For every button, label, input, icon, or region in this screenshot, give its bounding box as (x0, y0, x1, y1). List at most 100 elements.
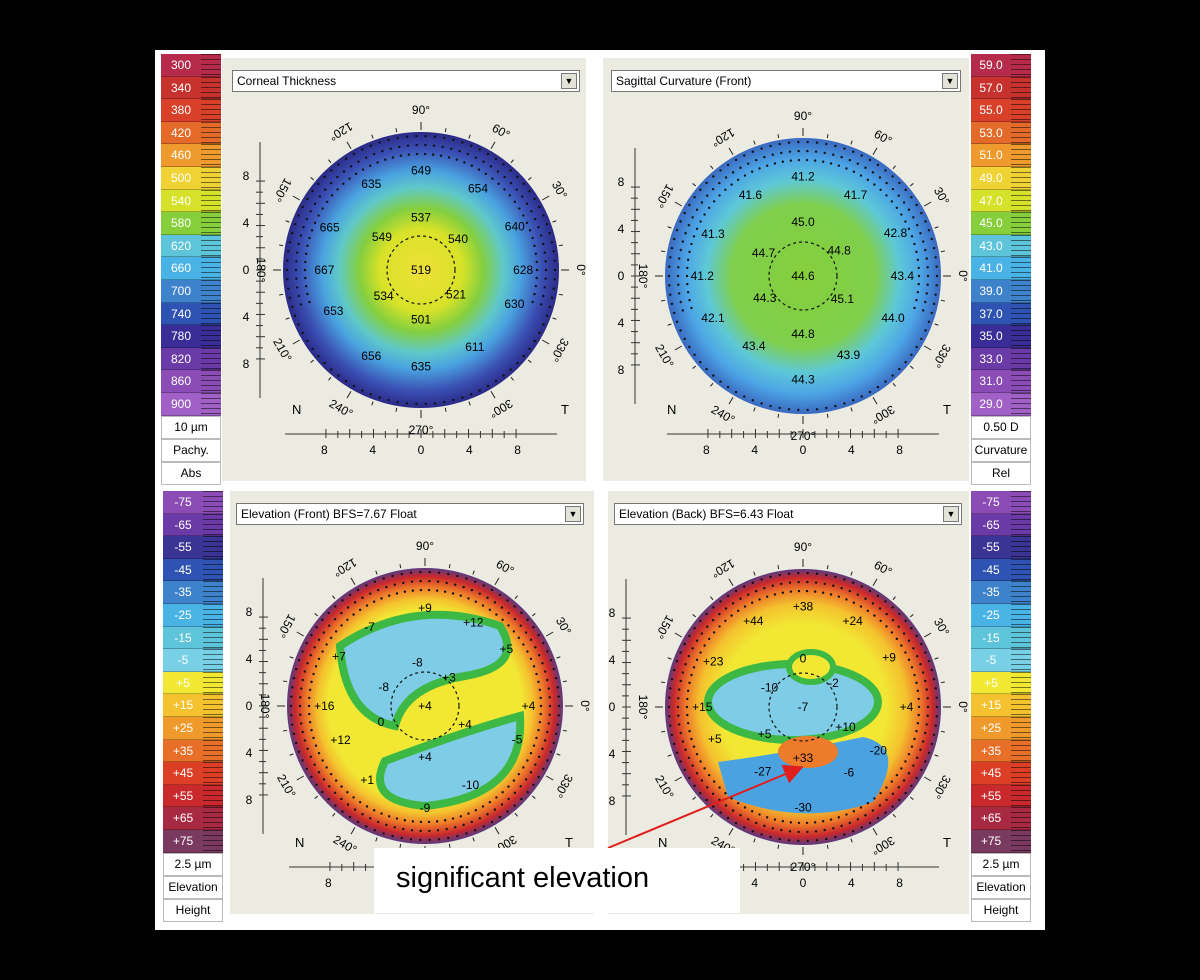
chevron-down-icon[interactable]: ▼ (943, 506, 959, 522)
y-tick-label: 0 (243, 263, 250, 277)
legend-value: 380 (170, 103, 192, 118)
legend-value: +25 (172, 720, 194, 735)
legend-scale-label[interactable]: Rel (971, 461, 1031, 485)
legend-scale-label[interactable]: Height (971, 898, 1031, 922)
map-value-label: -20 (870, 743, 888, 757)
map-value-label: -5 (512, 733, 523, 747)
legend-value: +45 (980, 766, 1002, 781)
legend-swatch: +75 (163, 829, 223, 853)
map-value-label: 42.1 (701, 311, 725, 325)
legend-value: -55 (982, 540, 1000, 555)
map-value-label: -27 (754, 764, 772, 778)
legend-value: 900 (170, 396, 192, 411)
legend-value: +25 (980, 720, 1002, 735)
map-value-label: 540 (448, 232, 468, 246)
legend-value: 39.0 (979, 283, 1003, 298)
angle-label: 30° (549, 179, 570, 202)
map-value-label: 640 (505, 219, 525, 233)
legend-step-label[interactable]: 10 µm (161, 415, 221, 439)
angle-label: 330° (929, 773, 954, 802)
color-scale-curvature: 59.0 57.0 55.0 53.0 51.0 49.0 47.0 45.0 43.0 41.0… (971, 54, 1031, 485)
x-tick-label: 8 (325, 876, 332, 890)
callout-text: significant elevation (396, 862, 650, 894)
y-tick-label: 8 (609, 794, 616, 808)
legend-swatch: 820 (161, 347, 221, 371)
legend-value: -65 (174, 517, 192, 532)
map-value-label: +33 (793, 751, 814, 765)
angle-label: 60° (490, 121, 513, 142)
map-type-dropdown[interactable]: Sagittal Curvature (Front) ▼ (611, 70, 961, 92)
legend-swatch: -35 (971, 581, 1031, 604)
map-value-label: 521 (446, 288, 466, 302)
legend-value: +35 (980, 743, 1002, 758)
map-value-label: 665 (320, 220, 340, 234)
legend-step-label[interactable]: 0.50 D (971, 415, 1031, 439)
mask-dots (285, 134, 557, 406)
map-value-label: +16 (314, 699, 335, 713)
legend-step-label[interactable]: 2.5 µm (971, 852, 1031, 876)
map-type-dropdown[interactable]: Elevation (Back) BFS=6.43 Float ▼ (614, 503, 962, 525)
legend-step-label[interactable]: 2.5 µm (163, 852, 223, 876)
chevron-down-icon[interactable]: ▼ (565, 506, 581, 522)
legend-value: 420 (170, 125, 192, 140)
legend-value: -5 (985, 653, 997, 668)
sagittal-curvature-map: 8 4 0 4 8 8 4 0 4 8 90° 60° 30° 0° 330° 300° 270° 240° 210… (618, 109, 969, 457)
map-value-label: 501 (411, 313, 431, 327)
legend-swatch: 660 (161, 257, 221, 280)
legend-swatch: 420 (161, 121, 221, 145)
temporal-label: T (561, 402, 569, 417)
legend-swatch: -75 (971, 491, 1031, 514)
angle-label: 150° (274, 612, 299, 641)
chevron-down-icon[interactable]: ▼ (942, 73, 958, 89)
chevron-down-icon[interactable]: ▼ (561, 73, 577, 89)
legend-value: 55.0 (979, 103, 1003, 118)
map-value-label: 45.1 (831, 292, 855, 306)
mask-dots (667, 140, 939, 412)
legend-value: 580 (170, 216, 192, 231)
legend-value: 340 (170, 80, 192, 95)
legend-mode-label[interactable]: Pachy. (161, 438, 221, 462)
temporal-label: T (943, 835, 951, 850)
legend-scale-label[interactable]: Abs (161, 461, 221, 485)
legend-value: +65 (980, 811, 1002, 826)
legend-mode-label[interactable]: Elevation (971, 875, 1031, 899)
angle-label: 120° (327, 119, 356, 144)
legend-value: -15 (174, 630, 192, 645)
angle-label: 270° (791, 429, 816, 443)
legend-mode-label[interactable]: Elevation (163, 875, 223, 899)
legend-swatch: 740 (161, 302, 221, 326)
legend-swatch: 540 (161, 189, 221, 213)
legend-swatch: +55 (163, 784, 223, 808)
legend-value: 37.0 (979, 306, 1003, 321)
map-type-dropdown[interactable]: Elevation (Front) BFS=7.67 Float ▼ (236, 503, 584, 525)
legend-scale-label[interactable]: Height (163, 898, 223, 922)
legend-value: -45 (174, 562, 192, 577)
legend-swatch: 43.0 (971, 234, 1031, 258)
map-type-dropdown[interactable]: Corneal Thickness ▼ (232, 70, 580, 92)
legend-value: -5 (177, 653, 189, 668)
x-tick-label: 8 (514, 443, 521, 457)
map-disc (665, 138, 941, 414)
legend-mode-label[interactable]: Curvature (971, 438, 1031, 462)
map-value-label: 0 (800, 652, 807, 666)
legend-swatch: 500 (161, 166, 221, 190)
y-tick-label: 8 (246, 793, 253, 807)
legend-swatch: -45 (971, 558, 1031, 582)
y-tick-label: 8 (618, 363, 625, 377)
angle-label: 150° (652, 182, 677, 211)
legend-value: +55 (980, 788, 1002, 803)
legend-swatch: 620 (161, 234, 221, 258)
map-value-label: -8 (412, 656, 423, 670)
callout-box: significant elevation (374, 848, 740, 913)
map-value-label: -10 (761, 681, 779, 695)
legend-swatch: -15 (971, 626, 1031, 650)
map-value-label: +7 (332, 649, 346, 663)
angle-ring (273, 122, 569, 418)
mask-dots (289, 570, 561, 842)
map-value-label: 44.0 (881, 311, 905, 325)
legend-swatch: -25 (163, 603, 223, 627)
panel-sagittal-curvature: Sagittal Curvature (Front) ▼ 8 4 0 4 8 8 4 0 4 8 9… (603, 58, 969, 481)
y-tick-label: 0 (609, 700, 616, 714)
legend-swatch: 49.0 (971, 166, 1031, 190)
legend-swatch: +5 (163, 671, 223, 695)
